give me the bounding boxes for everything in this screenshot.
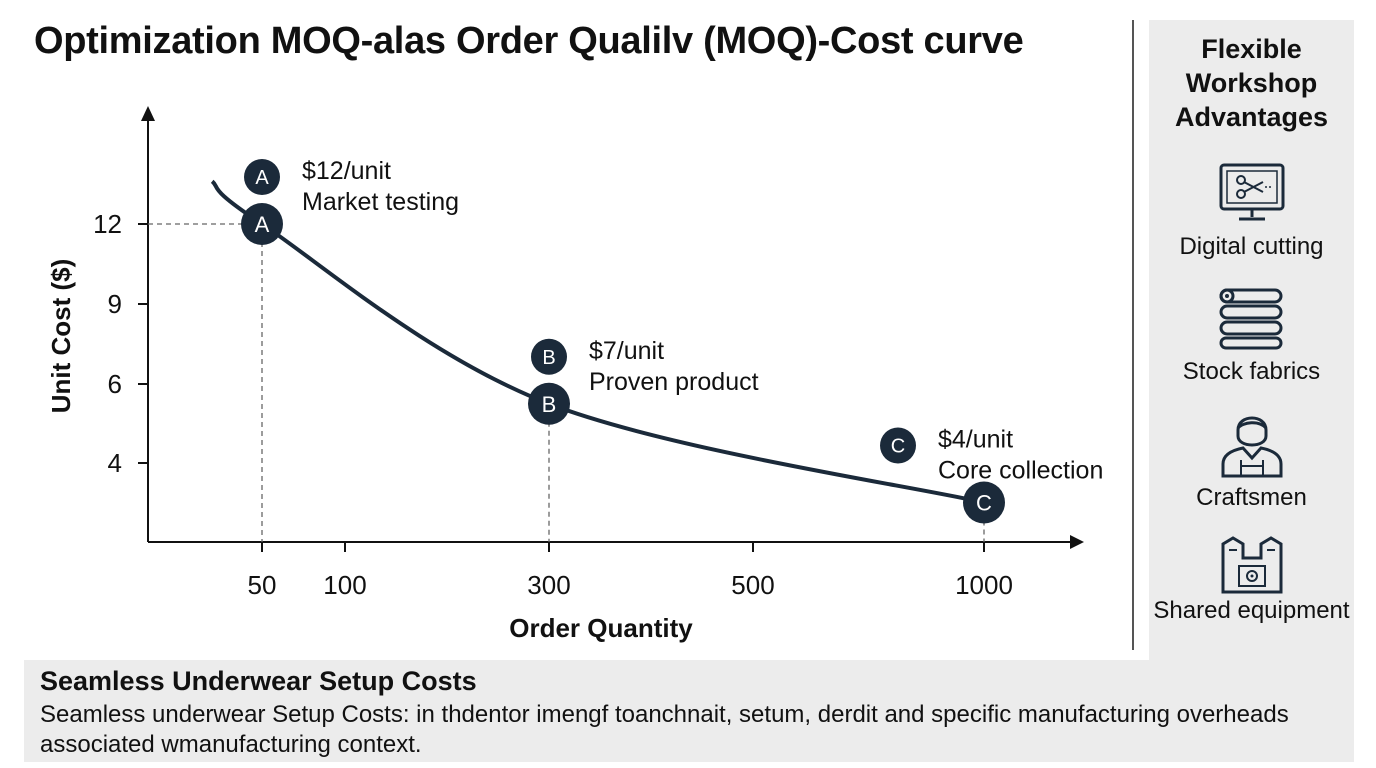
annotation-desc-a: Market testing [302,188,459,216]
y-tick-label-12: 12 [93,209,122,239]
x-axis-arrow [1070,535,1084,549]
annotation-badge-label-a: A [255,167,269,189]
point-marker-label-a: A [255,212,270,237]
y-axis-title: Unit Cost ($) [46,259,76,414]
setup-costs-note: Seamless Underwear Setup Costs Seamless … [24,660,1354,762]
setup-costs-body: Seamless underwear Setup Costs: in thden… [40,701,1289,758]
point-marker-b [528,382,570,425]
point-marker-a [241,203,283,245]
fabric-rolls-icon [1219,288,1283,350]
x-tick-label-50: 50 [248,570,277,600]
annotation-price-b: $7/unit [589,337,664,365]
annotation-badge-c [880,427,916,464]
point-marker-label-c: C [976,491,992,516]
x-tick-label-100: 100 [323,570,366,600]
x-tick-label-500: 500 [731,570,774,600]
y-tick-label-9: 9 [108,289,122,319]
point-marker-c [963,481,1005,524]
annotation-badge-a [244,159,280,195]
annotation-price-c: $4/unit [938,426,1013,454]
x-tick-label-1000: 1000 [955,570,1013,600]
annotation-desc-b: Proven product [589,368,759,396]
setup-costs-heading: Seamless Underwear Setup Costs [40,666,477,696]
y-tick-label-4: 4 [108,448,122,478]
annotation-price-a: $12/unit [302,157,391,185]
y-tick-label-6: 6 [108,369,122,399]
cost-curve-chart: A A B B C C 50 100 300 500 1000 12 9 6 4 Order Quantit… [46,106,1103,643]
annotation-desc-c: Core collection [938,457,1103,485]
panel-divider [1132,20,1134,650]
x-axis-title: Order Quantity [509,613,693,643]
advantage-label-digital-cutting: Digital cutting [1179,233,1324,260]
factory-machine-icon [1221,536,1283,594]
point-marker-label-b: B [542,392,557,417]
advantage-label-craftsmen: Craftsmen [1196,484,1307,511]
chart-title: Optimization MOQ-alas Order Qualilv (MOQ… [34,20,1024,62]
x-tick-label-300: 300 [527,570,570,600]
advantage-label-stock-fabrics: Stock fabrics [1182,358,1321,385]
cost-curve-line [210,179,985,505]
annotation-badge-label-b: B [542,347,555,369]
annotation-badge-b [531,338,567,375]
monitor-scissors-icon [1219,163,1285,221]
craftsman-icon [1221,416,1283,478]
annotation-badge-label-c: C [891,436,905,458]
advantage-label-shared-equipment: Shared equipment [1153,597,1350,624]
y-axis-arrow [141,106,155,121]
advantages-title: Flexible Workshop Advantages [1174,34,1329,132]
advantages-panel: Flexible Workshop Advantages Digital cut… [1149,20,1354,660]
